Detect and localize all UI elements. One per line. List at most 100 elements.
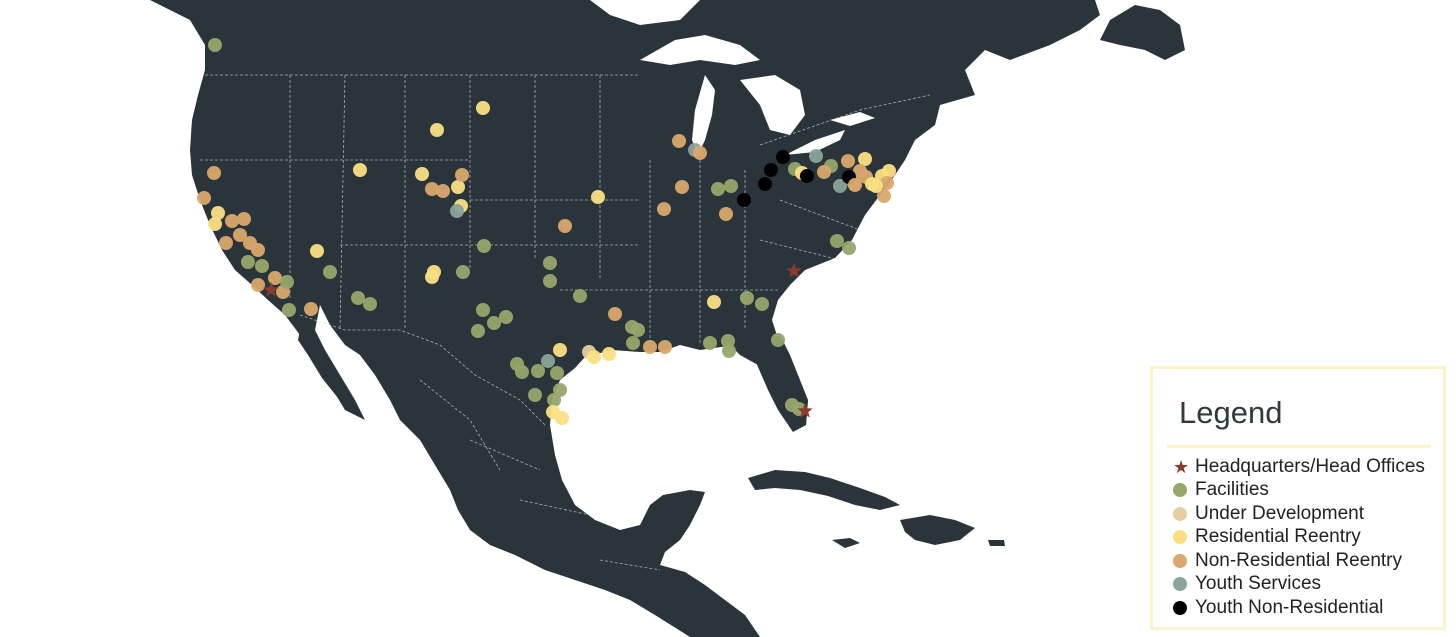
residential-reentry-marker[interactable]	[476, 101, 490, 115]
non-residential-reentry-marker[interactable]	[608, 307, 622, 321]
non-residential-reentry-marker[interactable]	[455, 168, 469, 182]
facility-marker[interactable]	[476, 303, 490, 317]
non-residential-reentry-marker[interactable]	[268, 271, 282, 285]
youth-services-marker[interactable]	[833, 179, 847, 193]
facility-marker[interactable]	[553, 383, 567, 397]
residential-reentry-marker[interactable]	[858, 152, 872, 166]
facility-marker[interactable]	[477, 239, 491, 253]
facility-marker[interactable]	[208, 38, 222, 52]
headquarters-star-marker[interactable]	[263, 282, 279, 297]
non-residential-reentry-marker[interactable]	[657, 202, 671, 216]
facility-marker[interactable]	[550, 366, 564, 380]
legend-item-youth-services: Youth Services	[1173, 573, 1425, 597]
residential-reentry-marker[interactable]	[882, 164, 896, 178]
residential-reentry-marker[interactable]	[451, 180, 465, 194]
facility-marker[interactable]	[543, 274, 557, 288]
residential-reentry-marker[interactable]	[430, 123, 444, 137]
residential-reentry-marker[interactable]	[555, 411, 569, 425]
non-residential-reentry-marker[interactable]	[841, 154, 855, 168]
facility-marker[interactable]	[515, 365, 529, 379]
legend-item-headquarters: ★ Headquarters/Head Offices	[1173, 455, 1425, 479]
site-markers	[197, 38, 896, 425]
facility-marker[interactable]	[703, 336, 717, 350]
non-residential-reentry-marker[interactable]	[693, 146, 707, 160]
residential-reentry-marker[interactable]	[415, 167, 429, 181]
non-residential-reentry-marker[interactable]	[848, 178, 862, 192]
facility-marker[interactable]	[282, 303, 296, 317]
non-residential-reentry-marker[interactable]	[425, 182, 439, 196]
facility-marker[interactable]	[626, 336, 640, 350]
non-residential-reentry-marker[interactable]	[436, 184, 450, 198]
youth-non-residential-marker[interactable]	[764, 163, 778, 177]
non-residential-reentry-marker[interactable]	[304, 302, 318, 316]
residential-reentry-marker[interactable]	[353, 163, 367, 177]
residential-reentry-marker[interactable]	[591, 190, 605, 204]
non-residential-reentry-marker[interactable]	[880, 176, 894, 190]
circle-icon	[1173, 577, 1187, 592]
facility-marker[interactable]	[724, 179, 738, 193]
headquarters-star-marker[interactable]	[786, 263, 802, 278]
residential-reentry-marker[interactable]	[869, 179, 883, 193]
facility-marker[interactable]	[323, 265, 337, 279]
non-residential-reentry-marker[interactable]	[219, 236, 233, 250]
non-residential-reentry-marker[interactable]	[675, 180, 689, 194]
facility-marker[interactable]	[842, 241, 856, 255]
facility-marker[interactable]	[631, 323, 645, 337]
non-residential-reentry-marker[interactable]	[643, 340, 657, 354]
residential-reentry-marker[interactable]	[310, 244, 324, 258]
facility-marker[interactable]	[771, 333, 785, 347]
non-residential-reentry-marker[interactable]	[233, 228, 247, 242]
residential-reentry-marker[interactable]	[707, 295, 721, 309]
youth-services-marker[interactable]	[809, 149, 823, 163]
non-residential-reentry-marker[interactable]	[817, 165, 831, 179]
facility-marker[interactable]	[711, 182, 725, 196]
non-residential-reentry-marker[interactable]	[877, 189, 891, 203]
facility-marker[interactable]	[351, 291, 365, 305]
facility-marker[interactable]	[499, 310, 513, 324]
non-residential-reentry-marker[interactable]	[251, 243, 265, 257]
non-residential-reentry-marker[interactable]	[719, 207, 733, 221]
headquarters-star-marker[interactable]	[797, 403, 813, 418]
facility-marker[interactable]	[543, 256, 557, 270]
facility-marker[interactable]	[241, 255, 255, 269]
non-residential-reentry-marker[interactable]	[672, 134, 686, 148]
youth-non-residential-marker[interactable]	[776, 150, 790, 164]
facility-marker[interactable]	[830, 234, 844, 248]
legend-divider	[1167, 445, 1431, 448]
facility-marker[interactable]	[755, 297, 769, 311]
facility-marker[interactable]	[528, 388, 542, 402]
youth-services-marker[interactable]	[541, 354, 555, 368]
residential-reentry-marker[interactable]	[587, 350, 601, 364]
non-residential-reentry-marker[interactable]	[225, 214, 239, 228]
non-residential-reentry-marker[interactable]	[251, 278, 265, 292]
residential-reentry-marker[interactable]	[211, 206, 225, 220]
non-residential-reentry-marker[interactable]	[207, 166, 221, 180]
youth-non-residential-marker[interactable]	[737, 193, 751, 207]
residential-reentry-marker[interactable]	[208, 217, 222, 231]
residential-reentry-marker[interactable]	[553, 343, 567, 357]
facility-marker[interactable]	[573, 289, 587, 303]
legend-item-residential-reentry: Residential Reentry	[1173, 526, 1425, 550]
non-residential-reentry-marker[interactable]	[237, 212, 251, 226]
facility-marker[interactable]	[487, 316, 501, 330]
facility-marker[interactable]	[471, 324, 485, 338]
youth-non-residential-marker[interactable]	[800, 169, 814, 183]
facility-marker[interactable]	[456, 265, 470, 279]
facility-marker[interactable]	[740, 291, 754, 305]
facility-marker[interactable]	[531, 364, 545, 378]
non-residential-reentry-marker[interactable]	[197, 191, 211, 205]
facility-marker[interactable]	[722, 344, 736, 358]
legend-label: Under Development	[1195, 502, 1364, 524]
legend-label: Residential Reentry	[1195, 526, 1361, 548]
facility-marker[interactable]	[363, 297, 377, 311]
youth-services-marker[interactable]	[450, 204, 464, 218]
residential-reentry-marker[interactable]	[602, 347, 616, 361]
facility-marker[interactable]	[280, 275, 294, 289]
residential-reentry-marker[interactable]	[425, 270, 439, 284]
non-residential-reentry-marker[interactable]	[658, 340, 672, 354]
non-residential-reentry-marker[interactable]	[558, 219, 572, 233]
legend-list: ★ Headquarters/Head Offices Facilities U…	[1173, 455, 1425, 620]
facility-marker[interactable]	[255, 259, 269, 273]
youth-non-residential-marker[interactable]	[758, 177, 772, 191]
